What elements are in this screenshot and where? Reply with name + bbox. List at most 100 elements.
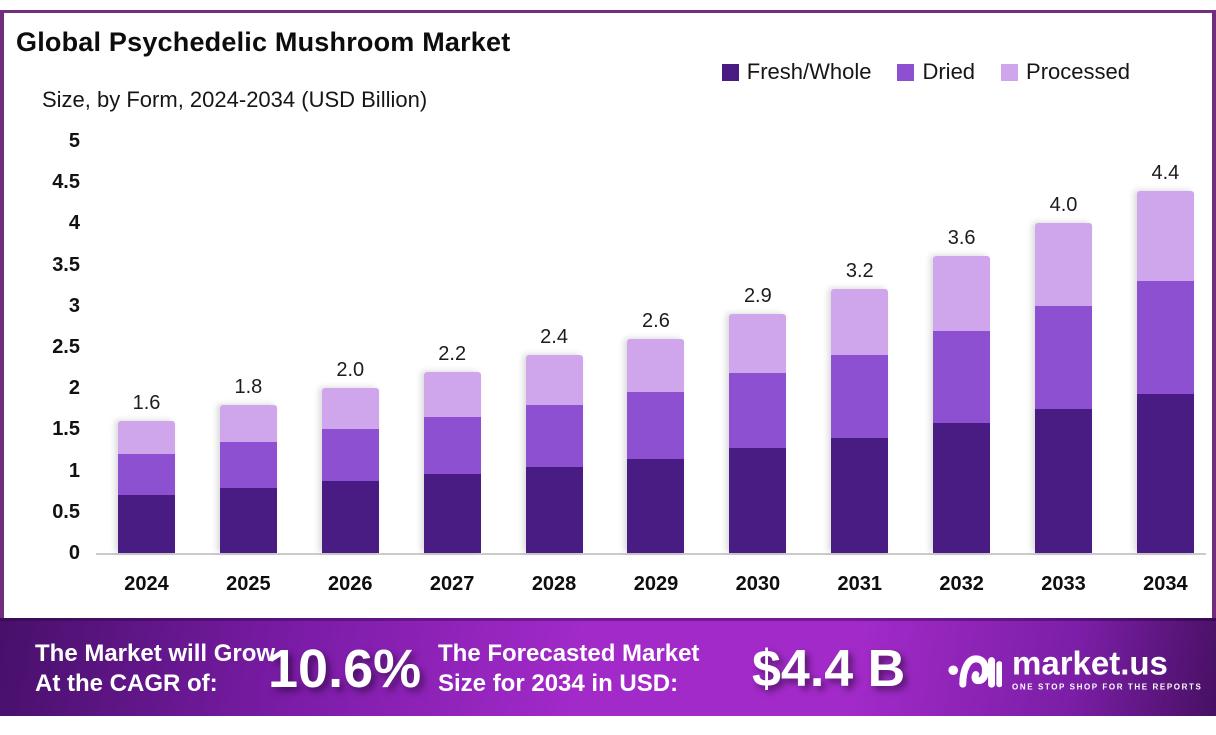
banner: The Market will Grow At the CAGR of: 10.… — [0, 618, 1216, 716]
page-title: Global Psychedelic Mushroom Market — [16, 27, 511, 57]
bar-segment-dried — [219, 441, 277, 488]
y-axis-tick: 5 — [68, 130, 80, 152]
bar-column-2030: 2.9 — [729, 141, 787, 553]
marketus-logo-icon — [948, 655, 1002, 688]
y-axis-tick: 1 — [68, 459, 80, 482]
brand-text: market.us ONE STOP SHOP FOR THE REPORTS — [1012, 644, 1203, 692]
bar-column-2027: 2.2 — [423, 141, 481, 553]
legend-swatch — [1001, 63, 1019, 81]
legend-item-dried: Dried — [897, 59, 975, 85]
bar-stack — [1136, 190, 1194, 553]
x-axis: 2024 2025 2026 2027 2028 2029 2030 2031 2032 2033… — [96, 571, 1206, 597]
bar-stack — [831, 289, 889, 553]
bar-segment-dried — [525, 404, 583, 467]
x-axis-label-2030: 2030 — [735, 573, 781, 595]
x-axis-label-2029: 2029 — [633, 573, 679, 595]
y-axis-tick: 1.5 — [52, 418, 80, 441]
bar-value-label: 4.4 — [1151, 161, 1180, 184]
legend-label: Fresh/Whole — [746, 59, 872, 84]
legend-label: Dried — [922, 59, 976, 84]
bar-segment-fresh-whole — [1035, 408, 1093, 553]
cagr-label-line1: The Market will Grow — [35, 639, 276, 667]
bar-value-label: 3.2 — [845, 260, 874, 283]
bar-segment-fresh-whole — [729, 448, 787, 553]
x-axis-label-2033: 2033 — [1041, 573, 1086, 595]
x-axis-label-2031: 2031 — [837, 573, 882, 595]
bar-segment-fresh-whole — [525, 466, 583, 553]
bar-stack — [219, 404, 277, 553]
x-axis-label-2032: 2032 — [939, 573, 984, 595]
bar-segment-fresh-whole — [627, 459, 685, 553]
bar-segment-processed — [729, 314, 787, 374]
forecast-label-line2: Size for 2034 in USD: — [438, 669, 679, 697]
cagr-label-line2: At the CAGR of: — [35, 669, 218, 697]
bar-segment-processed — [933, 256, 991, 331]
bar-stack — [1035, 223, 1093, 553]
forecast-label: The Forecasted Market Size for 2034 in U… — [438, 639, 699, 699]
bar-segment-fresh-whole — [933, 422, 991, 553]
bar-segment-dried — [831, 355, 889, 438]
bar-segment-dried — [1136, 281, 1194, 394]
legend-swatch — [721, 63, 739, 81]
bar-value-label: 2.2 — [438, 342, 467, 365]
legend-item-processed: Processed — [1001, 59, 1130, 85]
bar-segment-processed — [1035, 223, 1093, 306]
bar-stack — [729, 314, 787, 553]
bar-segment-dried — [423, 417, 481, 474]
bar-stack — [933, 256, 991, 553]
bar-segment-dried — [118, 454, 175, 496]
forecast-value: $4.4 B — [752, 639, 906, 698]
bar-column-2034: 4.4 — [1136, 141, 1194, 553]
cagr-value: 10.6% — [268, 638, 422, 699]
bar-stack — [321, 388, 379, 553]
bar-segment-fresh-whole — [423, 473, 481, 553]
legend-swatch — [897, 63, 915, 81]
page-subtitle: Size, by Form, 2024-2034 (USD Billion) — [42, 87, 428, 112]
bar-segment-fresh-whole — [831, 437, 889, 553]
bar-segment-processed — [831, 289, 889, 356]
chart-card: Global Psychedelic Mushroom Market Size,… — [0, 10, 1216, 716]
bar-column-2032: 3.6 — [933, 141, 991, 553]
bar-segment-processed — [1136, 190, 1194, 282]
bar-segment-dried — [933, 330, 991, 423]
bar-stack — [525, 355, 583, 553]
bar-column-2025: 1.8 — [219, 141, 277, 553]
y-axis-tick: 2.5 — [52, 336, 80, 358]
bar-column-2028: 2.4 — [525, 141, 583, 553]
brand-name: market.us — [1012, 644, 1168, 681]
y-axis-tick: 3 — [68, 294, 80, 317]
bar-column-2026: 2.0 — [321, 141, 379, 553]
y-axis-tick: 3.5 — [52, 253, 80, 276]
bar-column-2024: 1.6 — [118, 141, 175, 553]
bar-segment-fresh-whole — [219, 487, 277, 553]
legend-label: Processed — [1026, 59, 1130, 84]
bar-value-label: 2.4 — [540, 326, 568, 349]
bar-stack — [118, 421, 175, 553]
bar-segment-processed — [219, 404, 277, 442]
bar-column-2033: 4.0 — [1035, 141, 1093, 553]
bar-value-label: 1.6 — [132, 392, 161, 415]
bar-value-label: 2.0 — [336, 359, 365, 382]
x-axis-label-2025: 2025 — [226, 573, 271, 595]
brand-tagline: ONE STOP SHOP FOR THE REPORTS — [1012, 682, 1203, 691]
y-axis-tick: 2 — [68, 377, 80, 400]
bar-column-2031: 3.2 — [831, 141, 889, 553]
bar-value-label: 3.6 — [947, 227, 976, 250]
legend-item-fresh-whole: Fresh/Whole — [721, 59, 872, 85]
bar-segment-dried — [627, 392, 685, 460]
y-axis: 5 4.5 4 3.5 3 2.5 2 1.5 1 0.5 0 — [4, 130, 80, 564]
marketus-brand: market.us ONE STOP SHOP FOR THE REPORTS — [948, 646, 1202, 691]
y-axis-tick: 4.5 — [52, 171, 80, 194]
x-axis-label-2026: 2026 — [328, 573, 373, 595]
cagr-label: The Market will Grow At the CAGR of: — [35, 639, 275, 699]
bar-segment-fresh-whole — [118, 495, 175, 553]
bar-segment-processed — [321, 388, 379, 430]
bar-segment-dried — [729, 373, 787, 449]
bar-segment-processed — [627, 338, 685, 393]
y-axis-tick: 0.5 — [52, 500, 80, 523]
bar-segment-processed — [423, 371, 481, 418]
bar-stack — [627, 338, 685, 553]
bar-segment-dried — [321, 429, 379, 481]
x-axis-label-2028: 2028 — [531, 573, 577, 595]
bar-value-label: 4.0 — [1049, 194, 1078, 217]
